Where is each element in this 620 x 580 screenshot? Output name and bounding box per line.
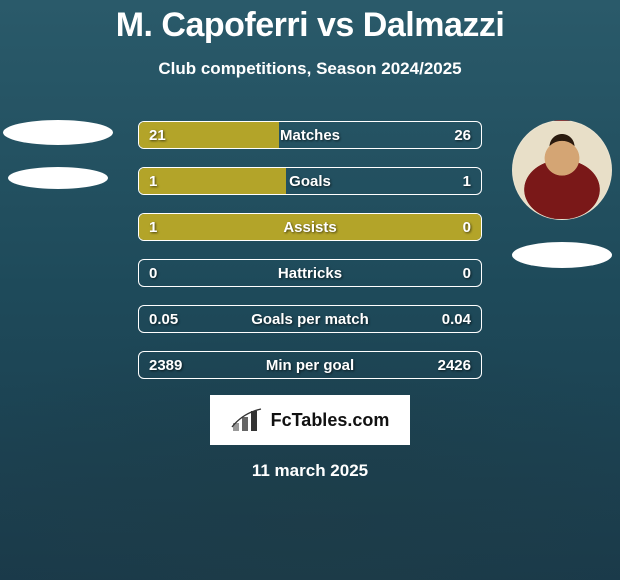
left-graphic-stack bbox=[8, 120, 108, 189]
player1-name: M. Capoferri bbox=[116, 6, 308, 44]
stat-bar: 0.050.04Goals per match bbox=[138, 305, 482, 333]
player2-name: Dalmazzi bbox=[363, 6, 505, 44]
page-title: M. Capoferri vs Dalmazzi bbox=[0, 6, 620, 45]
stat-bar: 00Hattricks bbox=[138, 259, 482, 287]
player-photo-avatar bbox=[512, 120, 612, 220]
stat-bar: 2126Matches bbox=[138, 121, 482, 149]
decorative-ellipse bbox=[8, 167, 108, 189]
bar-label: Min per goal bbox=[139, 352, 481, 378]
stat-bar: 23892426Min per goal bbox=[138, 351, 482, 379]
branding-banner: FcTables.com bbox=[210, 395, 410, 445]
bar-label: Hattricks bbox=[139, 260, 481, 286]
decorative-ellipse bbox=[3, 120, 113, 145]
content-container: M. Capoferri vs Dalmazzi Club competitio… bbox=[0, 0, 620, 481]
comparison-bars: 2126Matches 11Goals 10Assists 00Hattricks 0.… bbox=[138, 121, 482, 379]
right-graphic-stack bbox=[512, 120, 612, 268]
decorative-ellipse bbox=[512, 242, 612, 268]
branding-text: FcTables.com bbox=[271, 410, 390, 431]
stat-bar: 11Goals bbox=[138, 167, 482, 195]
bar-chart-icon bbox=[231, 407, 265, 433]
subtitle: Club competitions, Season 2024/2025 bbox=[0, 59, 620, 79]
stat-bar: 10Assists bbox=[138, 213, 482, 241]
vs-separator: vs bbox=[317, 6, 354, 44]
bar-label: Assists bbox=[139, 214, 481, 240]
date-text: 11 march 2025 bbox=[0, 461, 620, 481]
bar-label: Goals per match bbox=[139, 306, 481, 332]
bar-label: Goals bbox=[139, 168, 481, 194]
bar-label: Matches bbox=[139, 122, 481, 148]
